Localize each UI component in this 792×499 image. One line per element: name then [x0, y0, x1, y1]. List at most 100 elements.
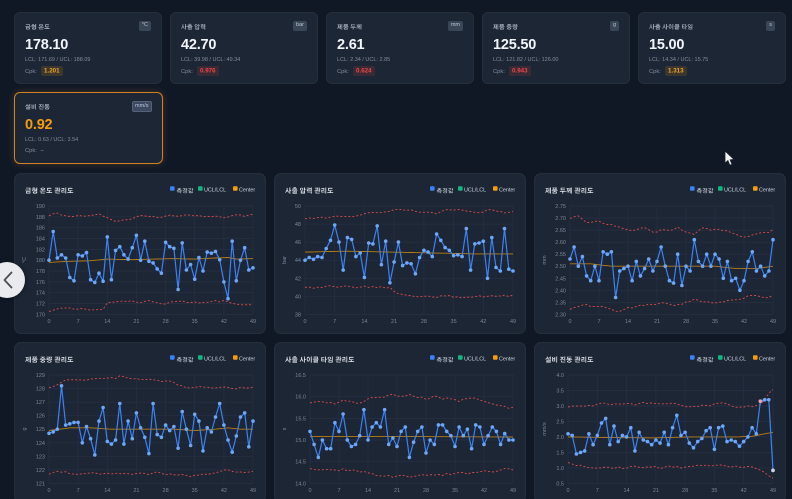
svg-text:28: 28 — [423, 488, 429, 494]
svg-text:174: 174 — [36, 291, 45, 297]
svg-text:2.35: 2.35 — [555, 300, 566, 306]
svg-text:16.5: 16.5 — [295, 373, 306, 379]
svg-text:28: 28 — [163, 488, 169, 494]
svg-text:42: 42 — [481, 488, 487, 494]
svg-text:122: 122 — [36, 468, 45, 474]
svg-text:15.5: 15.5 — [295, 416, 306, 422]
svg-text:42: 42 — [480, 319, 486, 325]
svg-text:0.5: 0.5 — [556, 481, 564, 487]
svg-text:129: 129 — [36, 373, 45, 379]
svg-text:0: 0 — [566, 488, 569, 494]
svg-text:g: g — [22, 427, 28, 430]
svg-text:2.0: 2.0 — [556, 435, 564, 441]
svg-text:49: 49 — [770, 319, 776, 325]
svg-text:49: 49 — [510, 319, 516, 325]
svg-text:21: 21 — [653, 488, 659, 494]
svg-text:182: 182 — [36, 247, 45, 253]
svg-text:4.0: 4.0 — [556, 373, 564, 379]
svg-text:125: 125 — [36, 427, 45, 433]
svg-text:3.5: 3.5 — [556, 389, 564, 395]
svg-text:Center: Center — [239, 187, 255, 193]
svg-text:2.55: 2.55 — [555, 252, 566, 258]
svg-text:Center: Center — [759, 187, 775, 193]
svg-text:35: 35 — [192, 488, 198, 494]
svg-text:Center: Center — [499, 187, 515, 193]
svg-text:mm/s: mm/s — [542, 422, 548, 436]
svg-text:21: 21 — [133, 319, 139, 325]
svg-text:14: 14 — [625, 319, 631, 325]
svg-text:UCL/LCL: UCL/LCL — [204, 187, 226, 193]
svg-text:126: 126 — [36, 414, 45, 420]
svg-text:7: 7 — [333, 319, 336, 325]
svg-text:180: 180 — [36, 258, 45, 264]
svg-text:7: 7 — [77, 319, 80, 325]
svg-text:bar: bar — [282, 256, 288, 264]
svg-text:7: 7 — [597, 319, 600, 325]
svg-text:28: 28 — [163, 319, 169, 325]
svg-text:21: 21 — [654, 319, 660, 325]
svg-text:123: 123 — [36, 454, 45, 460]
svg-text:1.5: 1.5 — [556, 450, 564, 456]
svg-text:42: 42 — [741, 319, 747, 325]
svg-text:184: 184 — [36, 237, 45, 243]
svg-text:14: 14 — [104, 488, 110, 494]
svg-text:28: 28 — [683, 319, 689, 325]
svg-text:178: 178 — [36, 269, 45, 275]
svg-text:0: 0 — [308, 488, 311, 494]
svg-text:35: 35 — [192, 319, 198, 325]
svg-text:14.0: 14.0 — [295, 481, 306, 487]
svg-text:42: 42 — [741, 488, 747, 494]
svg-text:49: 49 — [510, 488, 516, 494]
svg-text:21: 21 — [133, 488, 139, 494]
svg-text:7: 7 — [337, 488, 340, 494]
svg-text:2.50: 2.50 — [555, 264, 566, 270]
svg-text:Center: Center — [499, 356, 515, 362]
svg-text:28: 28 — [682, 488, 688, 494]
svg-text:49: 49 — [250, 488, 256, 494]
svg-text:124: 124 — [36, 441, 45, 447]
svg-text:s: s — [282, 427, 288, 430]
svg-text:2.75: 2.75 — [555, 204, 566, 210]
svg-text:0: 0 — [303, 319, 306, 325]
svg-text:1.0: 1.0 — [556, 466, 564, 472]
svg-text:Center: Center — [239, 356, 255, 362]
svg-text:2.60: 2.60 — [555, 240, 566, 246]
svg-text:°C: °C — [22, 257, 28, 263]
svg-text:2.45: 2.45 — [555, 276, 566, 282]
svg-text:Center: Center — [759, 356, 775, 362]
svg-text:49: 49 — [250, 319, 256, 325]
svg-text:35: 35 — [711, 488, 717, 494]
svg-text:176: 176 — [36, 280, 45, 286]
svg-text:UCL/LCL: UCL/LCL — [464, 187, 486, 193]
svg-text:0: 0 — [568, 319, 571, 325]
svg-text:46: 46 — [295, 240, 301, 246]
svg-text:38: 38 — [295, 312, 301, 318]
svg-text:15.0: 15.0 — [295, 438, 306, 444]
svg-text:2.40: 2.40 — [555, 288, 566, 294]
svg-text:2.65: 2.65 — [555, 228, 566, 234]
svg-text:14.5: 14.5 — [295, 460, 306, 466]
svg-text:40: 40 — [295, 294, 301, 300]
svg-text:2.70: 2.70 — [555, 216, 566, 222]
svg-text:UCL/LCL: UCL/LCL — [724, 356, 746, 362]
svg-text:7: 7 — [596, 488, 599, 494]
svg-text:28: 28 — [421, 319, 427, 325]
svg-text:49: 49 — [770, 488, 776, 494]
svg-text:0: 0 — [47, 319, 50, 325]
svg-text:21: 21 — [391, 319, 397, 325]
svg-text:186: 186 — [36, 226, 45, 232]
svg-text:35: 35 — [452, 488, 458, 494]
svg-text:42: 42 — [221, 319, 227, 325]
svg-text:188: 188 — [36, 215, 45, 221]
svg-text:UCL/LCL: UCL/LCL — [204, 356, 226, 362]
svg-text:14: 14 — [624, 488, 630, 494]
svg-text:172: 172 — [36, 302, 45, 308]
svg-text:121: 121 — [36, 481, 45, 487]
svg-text:UCL/LCL: UCL/LCL — [464, 356, 486, 362]
svg-text:14: 14 — [104, 319, 110, 325]
svg-text:14: 14 — [365, 488, 371, 494]
svg-text:0: 0 — [47, 488, 50, 494]
svg-text:21: 21 — [394, 488, 400, 494]
svg-text:2.5: 2.5 — [556, 420, 564, 426]
svg-text:44: 44 — [295, 258, 301, 264]
